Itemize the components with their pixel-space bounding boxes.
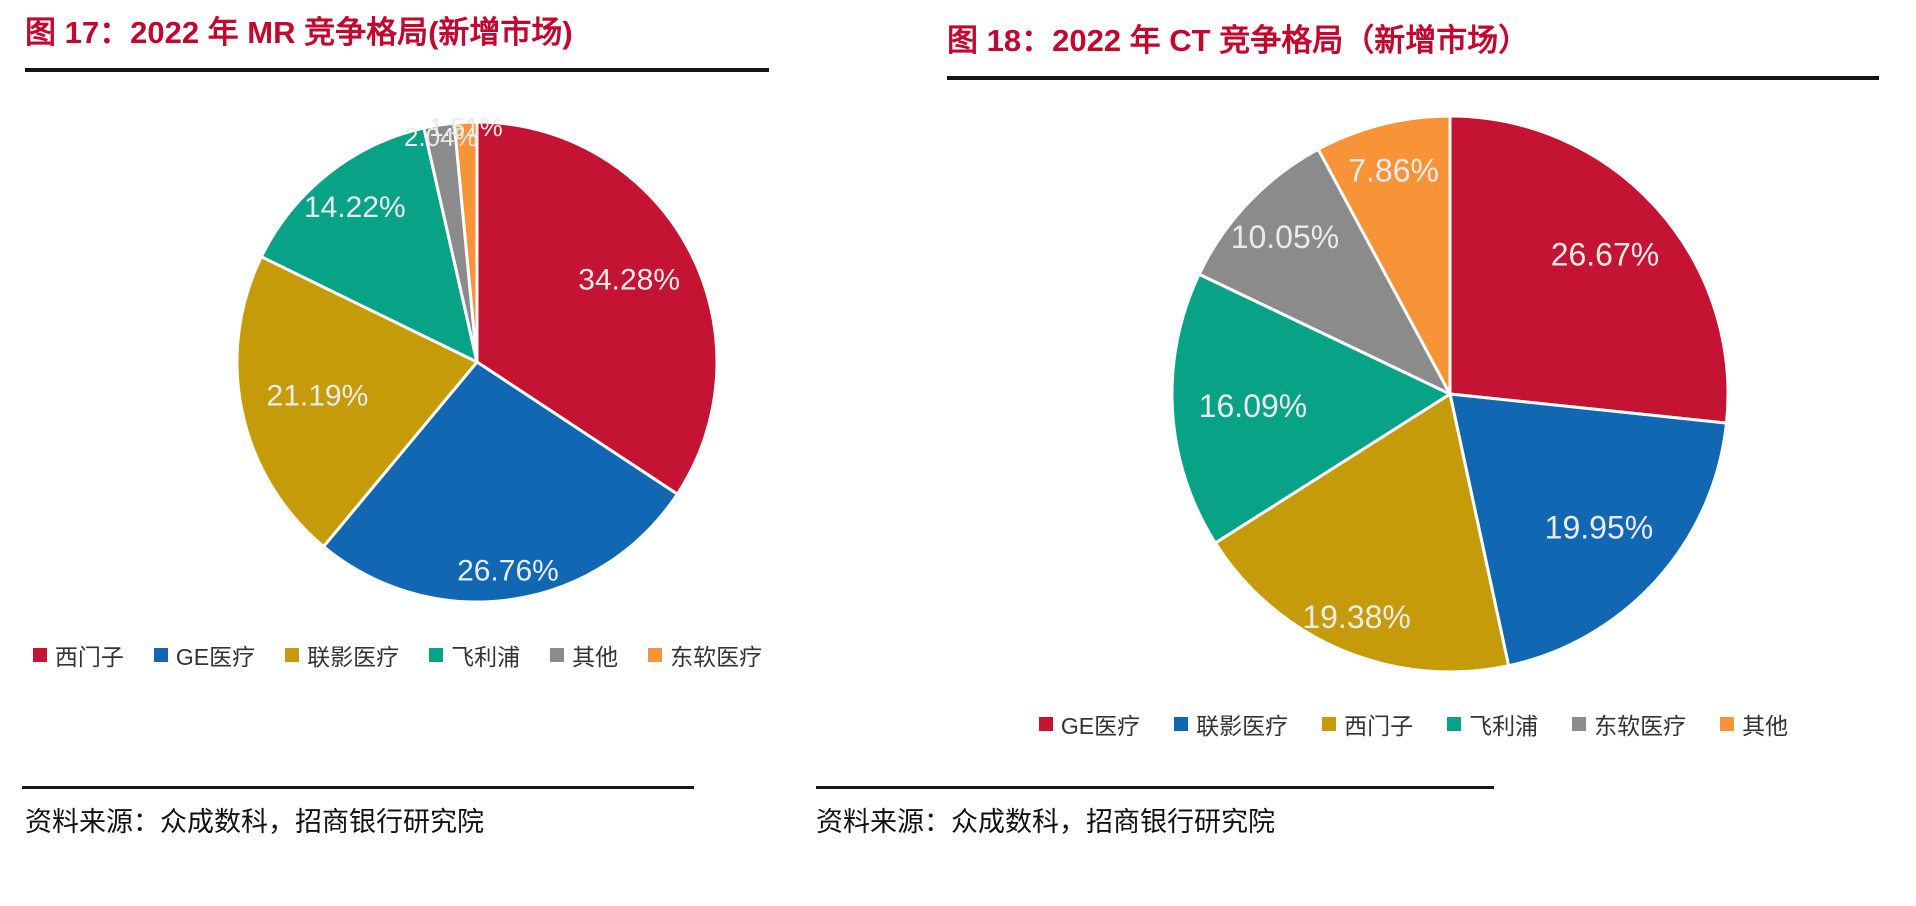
legend-item-联影医疗: 联影医疗	[285, 638, 399, 672]
figure-ct-source-rule	[816, 786, 1494, 789]
figure-ct-title: 图 18：2022 年 CT 竞争格局（新增市场）	[947, 23, 1530, 58]
slice-label-西门子: 34.28%	[578, 264, 680, 297]
legend-swatch-飞利浦	[429, 648, 444, 662]
legend-swatch-东软医疗	[1572, 717, 1587, 731]
legend-label-西门子: 西门子	[54, 644, 124, 670]
slice-label-东软医疗: 10.05%	[1231, 219, 1340, 255]
legend-swatch-东软医疗	[648, 648, 663, 662]
slice-label-飞利浦: 16.09%	[1199, 388, 1308, 424]
mr-legend: 西门子 GE医疗 联影医疗 飞利浦 其他 东软医疗	[25, 638, 770, 672]
legend-item-西门子: 西门子	[32, 638, 124, 672]
pie-slice-飞利浦	[259, 126, 479, 364]
pie-slice-飞利浦	[1170, 272, 1452, 545]
legend-item-GE医疗: GE医疗	[153, 638, 256, 672]
slice-label-GE医疗: 26.67%	[1551, 237, 1660, 273]
legend-item-GE医疗: GE医疗	[1038, 707, 1141, 741]
pie-slice-联影医疗	[235, 255, 479, 549]
legend-label-其他: 其他	[572, 644, 619, 670]
pie-slice-GE医疗	[322, 360, 679, 604]
pie-slice-联影医疗	[1448, 392, 1728, 668]
pie-slice-其他	[1316, 114, 1452, 396]
legend-item-联影医疗: 联影医疗	[1174, 707, 1288, 741]
legend-swatch-其他	[550, 648, 565, 662]
legend-label-东软医疗: 东软医疗	[670, 644, 763, 670]
pie-slice-西门子	[1213, 392, 1511, 674]
legend-swatch-西门子	[32, 648, 47, 662]
figure-ct-title-rule	[947, 76, 1879, 80]
figure-mr-title-rule	[25, 68, 769, 72]
slice-label-联影医疗: 19.95%	[1545, 510, 1654, 546]
slice-label-东软医疗: 1.51%	[429, 112, 503, 142]
legend-label-联影医疗: 联影医疗	[1196, 713, 1289, 739]
legend-swatch-GE医疗	[153, 648, 168, 662]
figure-mr-source-rule	[22, 786, 694, 789]
legend-item-其他: 其他	[1720, 707, 1788, 741]
legend-item-东软医疗: 东软医疗	[1572, 707, 1686, 741]
legend-label-GE医疗: GE医疗	[1060, 713, 1141, 739]
slice-label-联影医疗: 21.19%	[267, 380, 369, 413]
legend-swatch-联影医疗	[1174, 717, 1189, 731]
legend-item-东软医疗: 东软医疗	[648, 638, 762, 672]
figure-mr-source: 资料来源：众成数科，招商银行研究院	[25, 807, 484, 837]
legend-item-飞利浦: 飞利浦	[429, 638, 520, 672]
legend-item-飞利浦: 飞利浦	[1447, 707, 1538, 741]
legend-label-GE医疗: GE医疗	[175, 644, 256, 670]
legend-label-东软医疗: 东软医疗	[1594, 713, 1687, 739]
figure-mr-title: 图 17：2022 年 MR 竞争格局(新增市场)	[25, 15, 573, 50]
pie-slice-东软医疗	[452, 120, 479, 364]
mr-pie-chart: 34.28% 26.76% 21.19% 14.22% 2.04%1.51%	[235, 112, 719, 604]
legend-label-飞利浦: 飞利浦	[1469, 713, 1539, 739]
legend-label-西门子: 西门子	[1344, 713, 1414, 739]
pie-slice-GE医疗	[1448, 114, 1730, 425]
ct-legend: GE医疗 联影医疗 西门子 飞利浦 东软医疗 其他	[947, 707, 1880, 741]
slice-label-飞利浦: 14.22%	[304, 191, 406, 224]
legend-item-其他: 其他	[550, 638, 618, 672]
legend-swatch-GE医疗	[1038, 717, 1053, 731]
legend-swatch-飞利浦	[1447, 717, 1462, 731]
ct-pie-chart: 26.67% 19.95% 19.38% 16.09% 10.05%7.86%	[1170, 114, 1730, 674]
legend-item-西门子: 西门子	[1322, 707, 1413, 741]
legend-label-联影医疗: 联影医疗	[307, 644, 400, 670]
legend-swatch-其他	[1720, 717, 1735, 731]
slice-label-其他: 7.86%	[1348, 152, 1439, 188]
slice-label-其他: 2.04%	[404, 122, 478, 152]
figure-ct-source: 资料来源：众成数科，招商银行研究院	[816, 807, 1275, 837]
slice-label-西门子: 19.38%	[1302, 599, 1411, 635]
legend-label-其他: 其他	[1742, 713, 1789, 739]
legend-swatch-西门子	[1322, 717, 1337, 731]
legend-label-飞利浦: 飞利浦	[451, 644, 521, 670]
slice-label-GE医疗: 26.76%	[457, 554, 559, 587]
legend-swatch-联影医疗	[285, 648, 300, 662]
pie-slice-东软医疗	[1197, 147, 1452, 396]
